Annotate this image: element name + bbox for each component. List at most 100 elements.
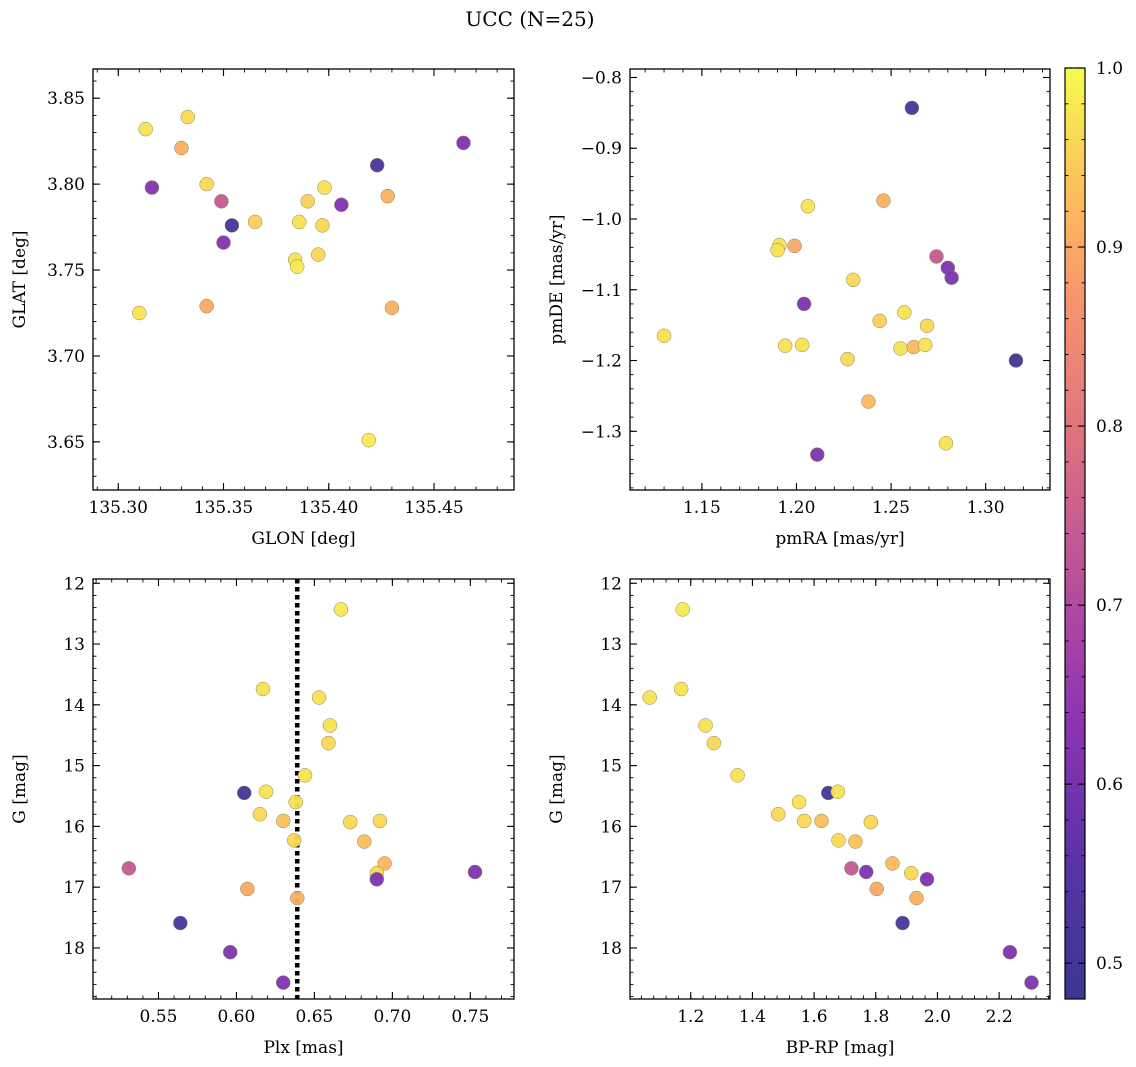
y-tick-label: 3.75 [47, 261, 85, 281]
data-point [467, 864, 483, 880]
data-point [138, 121, 153, 137]
axis-ticks [630, 579, 1050, 999]
colorbar-tick-label: 1.0 [1096, 59, 1123, 79]
data-point [292, 214, 307, 230]
y-tick-label: 3.80 [47, 175, 85, 195]
x-tick-label: 1.20 [778, 498, 816, 518]
plot-frame [92, 578, 515, 1000]
x-tick-label: 2.2 [986, 1007, 1013, 1027]
y-tick-label: 18 [600, 939, 622, 959]
data-point [132, 305, 147, 321]
plot-frame [92, 68, 515, 491]
data-point [1024, 975, 1039, 990]
y-tick-label: 18 [63, 939, 85, 959]
y-tick-label: 3.65 [47, 433, 85, 453]
data-point [144, 180, 160, 195]
data-point [1008, 353, 1024, 368]
y-tick-label: −1.2 [581, 352, 622, 372]
data-point [311, 690, 327, 705]
y-tick-label: 15 [63, 757, 85, 777]
data-point [869, 881, 884, 897]
x-tick-label: 1.30 [967, 498, 1005, 518]
data-point [333, 602, 349, 617]
y-tick-label: 14 [63, 696, 85, 716]
data-point [236, 785, 252, 801]
y-axis-label: GLAT [deg] [10, 230, 30, 328]
data-point [893, 341, 908, 356]
data-point [830, 784, 846, 799]
data-point [372, 813, 388, 829]
colorbar-ticks: 0.5 0.6 0.7 0.8 0.9 1.0 [1065, 59, 1123, 1000]
data-point [944, 270, 959, 285]
data-point [315, 218, 330, 233]
data-point [288, 794, 303, 810]
panel-sky: 135.30 135.35 135.40 135.45 3.65 3.70 3.75 3.80… [10, 68, 515, 549]
data-point [275, 975, 291, 990]
data-point [180, 109, 195, 125]
y-tick-label: 17 [63, 878, 85, 898]
x-tick-label: 135.35 [194, 498, 253, 518]
data-point [698, 718, 713, 733]
data-point [840, 351, 855, 367]
data-point [121, 861, 137, 876]
x-tick-label: 135.40 [299, 498, 358, 518]
data-point [199, 298, 214, 314]
axis-ticks [630, 69, 1050, 490]
data-point [369, 157, 385, 173]
data-point [794, 337, 810, 353]
x-tick-label: 1.6 [801, 1007, 828, 1027]
data-point [216, 235, 231, 250]
data-point [919, 872, 935, 887]
y-axis-label: pmDE [mas/yr] [547, 214, 567, 344]
data-point [770, 242, 785, 258]
data-point [357, 834, 372, 849]
data-point [214, 194, 229, 209]
data-point [310, 247, 326, 262]
axis-ticks [93, 69, 514, 490]
data-point [384, 300, 400, 316]
data-point [796, 813, 812, 829]
data-point [831, 833, 846, 848]
x-tick-label: 0.75 [451, 1007, 489, 1027]
data-point [848, 834, 863, 849]
data-point [673, 681, 689, 697]
data-point [343, 814, 358, 830]
scatter-points [132, 109, 471, 448]
data-point [255, 681, 271, 697]
data-point [377, 856, 392, 871]
data-point [844, 861, 859, 876]
panel-proper-motion: 1.15 1.20 1.25 1.30 −1.3 −1.2 −1.1 −1.0 −0.9 −0.8… [547, 68, 1051, 549]
data-point [675, 602, 690, 617]
data-point [777, 338, 793, 353]
panel-colour-magnitude: 1.2 1.4 1.6 1.8 2.0 2.2 12 13 14 15 16 17 18 BP-RP [m… [547, 574, 1051, 1058]
y-tick-label: 3.85 [47, 89, 85, 109]
y-tick-label: 13 [600, 635, 622, 655]
data-point [917, 337, 933, 353]
data-point [909, 890, 924, 906]
data-point [885, 856, 900, 871]
colorbar-tick-label: 0.8 [1096, 417, 1123, 437]
data-point [286, 833, 302, 848]
y-tick-label: 12 [600, 574, 622, 594]
y-tick-label: 16 [63, 817, 85, 837]
data-point [903, 865, 919, 881]
data-point [334, 197, 349, 213]
plot-frame [629, 578, 1051, 1000]
x-tick-label: 0.55 [140, 1007, 178, 1027]
colorbar-tick-label: 0.6 [1096, 775, 1123, 795]
data-point [863, 814, 879, 830]
data-point [240, 881, 255, 897]
x-tick-label: 135.30 [89, 498, 148, 518]
data-point [919, 318, 935, 334]
colorbar: 0.5 0.6 0.7 0.8 0.9 1.0 [1064, 59, 1123, 1000]
data-point [361, 432, 377, 448]
data-point [247, 214, 263, 230]
y-tick-label: 3.70 [47, 347, 85, 367]
y-axis-label: G [mag] [547, 754, 567, 823]
x-tick-label: 1.8 [862, 1007, 889, 1027]
y-tick-label: 12 [63, 574, 85, 594]
data-point [317, 180, 332, 195]
x-axis-label: GLON [deg] [251, 529, 355, 549]
panel-parallax-magnitude: 0.55 0.60 0.65 0.70 0.75 12 13 14 15 16 17 18 Plx [m… [10, 574, 515, 1058]
x-axis-label: Plx [mas] [263, 1038, 343, 1058]
